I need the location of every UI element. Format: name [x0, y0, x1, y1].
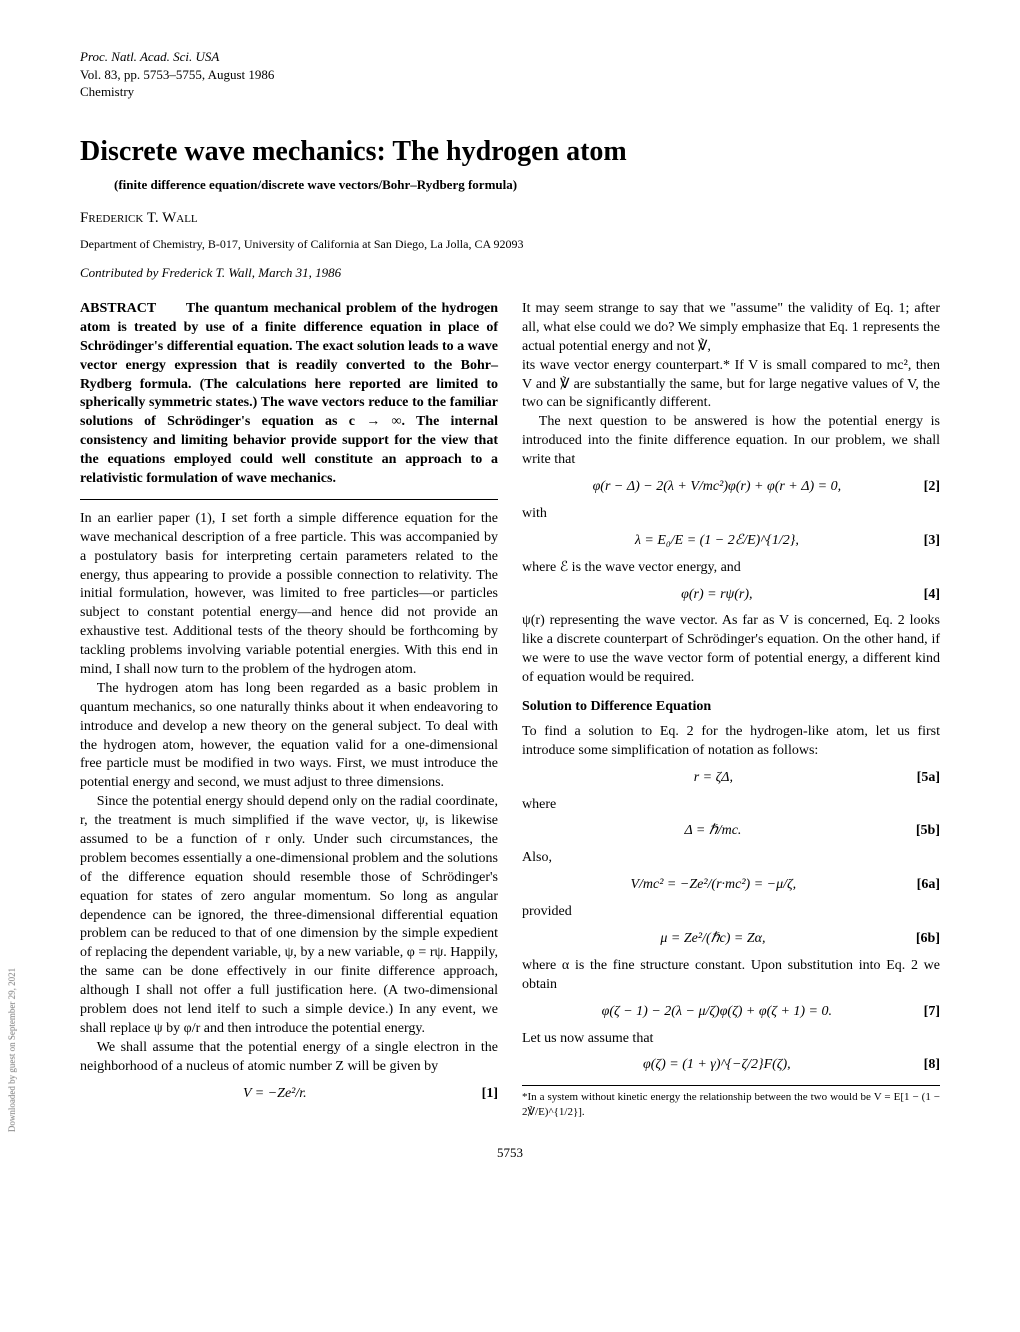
equation-number: [7] [912, 1003, 940, 1022]
equation-3: λ = E₀/E = (1 − 2ℰ/E)^{1/2}, [3] [522, 532, 940, 551]
paragraph: We shall assume that the potential energ… [80, 1039, 498, 1077]
equation-number: [6b] [904, 930, 940, 949]
paragraph: provided [522, 903, 940, 922]
download-watermark: Downloaded by guest on September 29, 202… [6, 968, 18, 1132]
equation-math: V = −Ze²/r. [80, 1085, 470, 1104]
equation-8: φ(ζ) = (1 + γ)^{−ζ/2}F(ζ), [8] [522, 1056, 940, 1075]
equation-math: μ = Ze²/(ℏc) = Zα, [522, 930, 904, 949]
equation-4: φ(r) = rψ(r), [4] [522, 586, 940, 605]
equation-number: [6a] [905, 876, 940, 895]
paragraph: where [522, 796, 940, 815]
article-body: ABSTRACT The quantum mechanical problem … [80, 300, 940, 1120]
journal-volume: Vol. 83, pp. 5753–5755, August 1986 [80, 66, 940, 84]
equation-math: φ(ζ) = (1 + γ)^{−ζ/2}F(ζ), [522, 1056, 912, 1075]
paragraph: where α is the fine structure constant. … [522, 957, 940, 995]
paragraph: its wave vector energy counterpart.* If … [522, 357, 940, 414]
equation-number: [3] [912, 532, 940, 551]
equation-math: φ(r) = rψ(r), [522, 586, 912, 605]
paragraph: Since the potential energy should depend… [80, 793, 498, 1039]
abstract-text: The quantum mechanical problem of the hy… [80, 301, 498, 486]
contributed-line: Contributed by Frederick T. Wall, March … [80, 264, 940, 282]
equation-number: [1] [470, 1085, 498, 1104]
author-affiliation: Department of Chemistry, B-017, Universi… [80, 236, 940, 252]
paragraph: In an earlier paper (1), I set forth a s… [80, 510, 498, 680]
abstract-block: ABSTRACT The quantum mechanical problem … [80, 300, 498, 489]
equation-2: φ(r − Δ) − 2(λ + V/mc²)φ(r) + φ(r + Δ) =… [522, 478, 940, 497]
equation-5b: Δ = ℏ/mc. [5b] [522, 822, 940, 841]
paragraph: Let us now assume that [522, 1030, 940, 1049]
section-heading: Solution to Difference Equation [522, 698, 940, 717]
paragraph: ψ(r) representing the wave vector. As fa… [522, 612, 940, 688]
equation-5a: r = ζΔ, [5a] [522, 769, 940, 788]
equation-number: [4] [912, 586, 940, 605]
equation-math: Δ = ℏ/mc. [522, 822, 904, 841]
journal-header: Proc. Natl. Acad. Sci. USA Vol. 83, pp. … [80, 48, 940, 101]
journal-section: Chemistry [80, 83, 940, 101]
paragraph: where ℰ is the wave vector energy, and [522, 559, 940, 578]
footnote: *In a system without kinetic energy the … [522, 1085, 940, 1120]
page-number: 5753 [80, 1144, 940, 1162]
author-name: Frederick T. Wall [80, 208, 940, 228]
article-title: Discrete wave mechanics: The hydrogen at… [80, 133, 940, 171]
article-subtitle: (finite difference equation/discrete wav… [80, 176, 940, 194]
equation-number: [8] [912, 1056, 940, 1075]
equation-math: r = ζΔ, [522, 769, 905, 788]
paragraph: It may seem strange to say that we "assu… [522, 300, 940, 357]
equation-math: φ(ζ − 1) − 2(λ − μ/ζ)φ(ζ) + φ(ζ + 1) = 0… [522, 1003, 912, 1022]
equation-1: V = −Ze²/r. [1] [80, 1085, 498, 1104]
equation-number: [5b] [904, 822, 940, 841]
equation-number: [5a] [905, 769, 940, 788]
journal-name: Proc. Natl. Acad. Sci. USA [80, 48, 940, 66]
equation-math: V/mc² = −Ze²/(r·mc²) = −μ/ζ, [522, 876, 905, 895]
paragraph: with [522, 505, 940, 524]
equation-math: φ(r − Δ) − 2(λ + V/mc²)φ(r) + φ(r + Δ) =… [522, 478, 912, 497]
equation-6b: μ = Ze²/(ℏc) = Zα, [6b] [522, 930, 940, 949]
paragraph: To find a solution to Eq. 2 for the hydr… [522, 723, 940, 761]
abstract-label: ABSTRACT [80, 301, 156, 316]
paragraph: The hydrogen atom has long been regarded… [80, 680, 498, 793]
abstract-rule [80, 499, 498, 500]
equation-6a: V/mc² = −Ze²/(r·mc²) = −μ/ζ, [6a] [522, 876, 940, 895]
paragraph: The next question to be answered is how … [522, 413, 940, 470]
equation-7: φ(ζ − 1) − 2(λ − μ/ζ)φ(ζ) + φ(ζ + 1) = 0… [522, 1003, 940, 1022]
paragraph: Also, [522, 849, 940, 868]
equation-math: λ = E₀/E = (1 − 2ℰ/E)^{1/2}, [522, 532, 912, 551]
equation-number: [2] [912, 478, 940, 497]
